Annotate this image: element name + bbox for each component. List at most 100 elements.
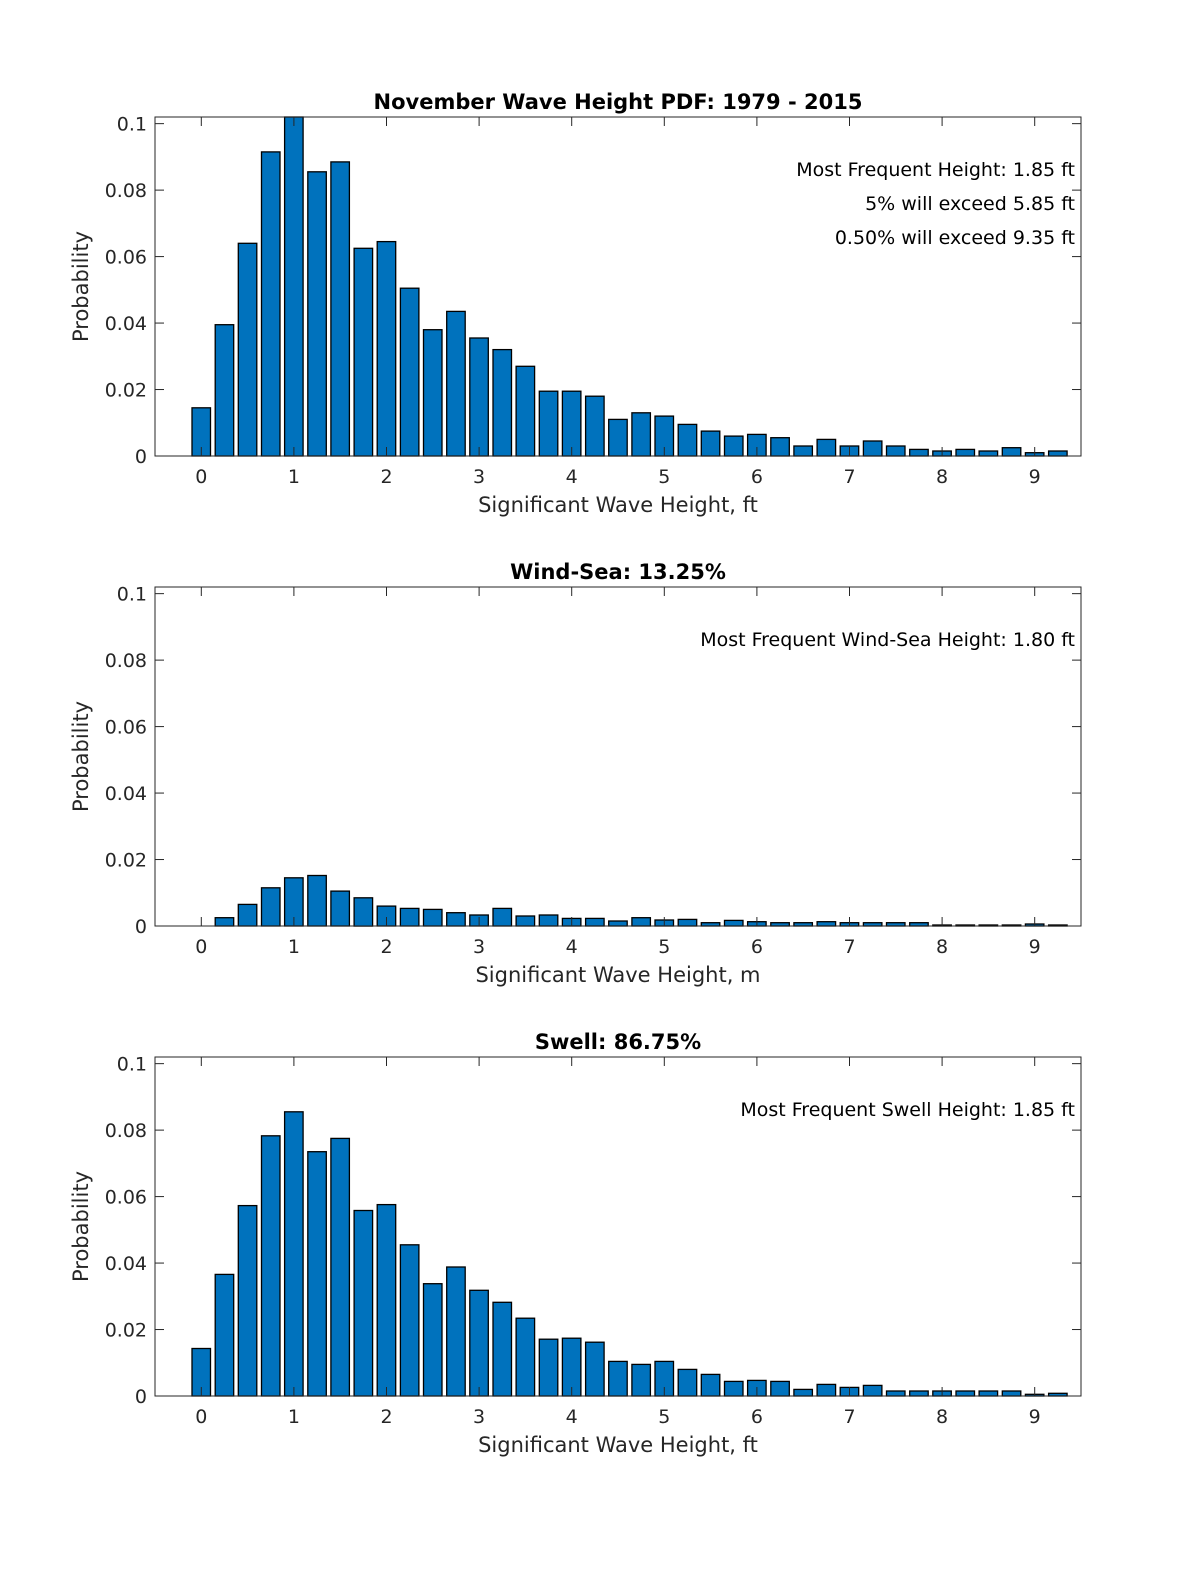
axes-box xyxy=(154,1056,1082,1397)
bar xyxy=(1001,1390,1022,1397)
bar xyxy=(283,1111,304,1397)
y-axis-label: Probability xyxy=(69,231,93,342)
annotation-text: Most Frequent Swell Height: 1.85 ft xyxy=(740,1099,1075,1121)
bar xyxy=(723,919,744,927)
x-tick-label: 4 xyxy=(566,1406,578,1428)
bar xyxy=(608,920,628,927)
x-tick-label: 2 xyxy=(380,466,392,488)
chart-panel-3: 0 0.02 0.04 0.06 0.08 0.1 0 1 2 3 4 5 6 7 8 9 Swell: 86.… xyxy=(69,1030,1082,1457)
annotation-text: Most Frequent Height: 1.85 ft xyxy=(796,159,1075,181)
x-tick-label: 0 xyxy=(195,936,207,958)
chart-title: Wind-Sea: 13.25% xyxy=(510,560,726,584)
bar xyxy=(353,897,374,927)
x-tick-label: 2 xyxy=(380,1406,392,1428)
bar xyxy=(677,1368,698,1397)
chart-panel-2: 0 0.02 0.04 0.06 0.08 0.1 0 1 2 3 4 5 6 7 8 9 Wind-Sea: … xyxy=(69,560,1082,987)
x-tick-label: 5 xyxy=(658,466,670,488)
x-tick-label: 7 xyxy=(843,466,855,488)
bar xyxy=(353,1209,374,1397)
x-tick-label: 6 xyxy=(751,936,763,958)
x-tick-label: 1 xyxy=(288,936,300,958)
bar xyxy=(422,1283,443,1397)
bar xyxy=(422,329,443,457)
bar xyxy=(584,1341,605,1397)
bar xyxy=(492,907,513,927)
x-tick-label: 8 xyxy=(936,466,948,488)
bar xyxy=(978,450,999,457)
x-tick-label: 3 xyxy=(473,936,485,958)
bar xyxy=(446,912,466,927)
bar xyxy=(909,448,929,457)
bar xyxy=(307,874,327,927)
y-tick-label: 0 xyxy=(135,1386,147,1408)
bar xyxy=(446,1266,466,1397)
chart-panel-1: 0 0.02 0.04 0.06 0.08 0.1 0 1 2 3 4 5 6 7 8 9 November W… xyxy=(69,90,1082,517)
x-tick-label: 7 xyxy=(843,1406,855,1428)
x-tick-label: 5 xyxy=(658,1406,670,1428)
y-tick-label: 0.02 xyxy=(105,850,147,872)
x-tick-label: 3 xyxy=(473,466,485,488)
bar xyxy=(469,337,489,457)
bar xyxy=(631,917,652,927)
bar xyxy=(515,1317,536,1397)
bar xyxy=(770,437,790,457)
bar xyxy=(538,390,559,457)
bar xyxy=(399,1244,420,1397)
bar xyxy=(515,915,536,927)
bar xyxy=(446,310,466,457)
y-tick-label: 0.04 xyxy=(105,313,147,335)
bar xyxy=(816,438,837,457)
bar xyxy=(330,890,351,927)
bar xyxy=(214,324,235,457)
bar xyxy=(260,1135,281,1397)
x-tick-label: 1 xyxy=(288,466,300,488)
bar xyxy=(793,445,814,457)
bar xyxy=(237,1204,258,1397)
bar xyxy=(260,887,281,927)
bar xyxy=(307,1151,327,1397)
y-tick-label: 0.1 xyxy=(117,584,147,606)
bar xyxy=(770,1380,790,1397)
bar xyxy=(1001,447,1022,457)
y-tick-label: 0.06 xyxy=(105,247,147,269)
bar xyxy=(677,918,698,927)
y-tick-label: 0.1 xyxy=(117,1054,147,1076)
bar xyxy=(584,917,605,927)
x-tick-label: 9 xyxy=(1029,936,1041,958)
bar xyxy=(631,1363,652,1397)
x-axis-label: Significant Wave Height, ft xyxy=(478,1433,758,1457)
bar xyxy=(376,1203,397,1397)
bar xyxy=(376,240,397,457)
bar xyxy=(492,348,513,457)
axes-box xyxy=(154,116,1082,457)
bar xyxy=(862,440,883,457)
bar xyxy=(260,151,281,457)
bar xyxy=(492,1301,513,1397)
x-tick-label: 9 xyxy=(1029,466,1041,488)
bar xyxy=(237,903,258,927)
bar xyxy=(330,161,351,457)
chart-title: Swell: 86.75% xyxy=(535,1030,701,1054)
bar xyxy=(793,1388,814,1397)
y-tick-label: 0.08 xyxy=(105,1120,147,1142)
annotation-text: Most Frequent Wind-Sea Height: 1.80 ft xyxy=(700,629,1075,651)
x-tick-label: 7 xyxy=(843,936,855,958)
bar xyxy=(723,1380,744,1397)
bar xyxy=(677,423,698,457)
y-axis-label: Probability xyxy=(69,1171,93,1282)
bar xyxy=(330,1137,351,1397)
bar xyxy=(608,1360,628,1397)
y-axis-label: Probability xyxy=(69,701,93,812)
bar xyxy=(700,430,721,457)
x-tick-label: 6 xyxy=(751,1406,763,1428)
bar xyxy=(538,914,559,927)
bar xyxy=(469,1289,489,1397)
y-tick-label: 0.1 xyxy=(117,114,147,136)
bar xyxy=(816,921,837,927)
x-tick-label: 0 xyxy=(195,466,207,488)
y-tick-label: 0.04 xyxy=(105,783,147,805)
y-tick-label: 0.06 xyxy=(105,1187,147,1209)
bar xyxy=(723,435,744,457)
bar xyxy=(561,390,582,457)
